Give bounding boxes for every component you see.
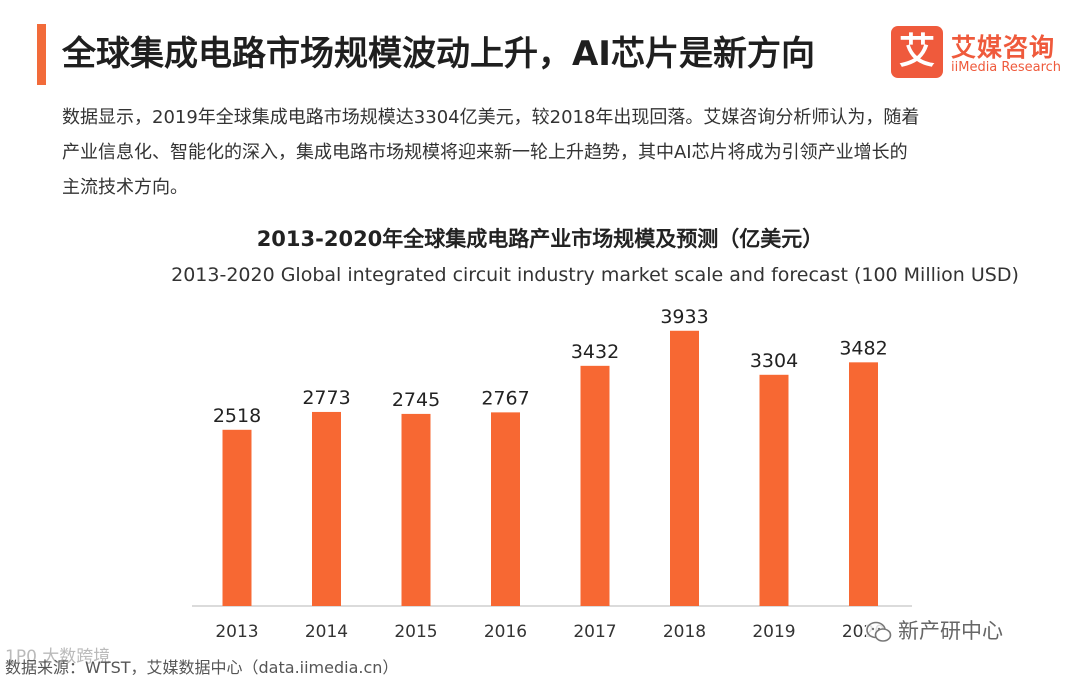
data-source: 数据来源：WTST，艾媒数据中心（data.iimedia.cn） [5,658,399,677]
data-label-2020: 3482 [839,337,887,359]
watermark-right-text: 新产研中心 [898,619,1003,643]
data-label-2013: 2518 [213,405,261,427]
bar-2016 [491,412,520,606]
x-tick-label-2015: 2015 [394,622,437,642]
page-title: 全球集成电路市场规模波动上升，AI芯片是新方向 [62,34,815,74]
wechat-icon [866,621,892,642]
x-tick-label-2019: 2019 [752,622,795,642]
data-label-2017: 3432 [571,341,619,363]
x-tick-label-2018: 2018 [663,622,706,642]
bar-2017 [580,365,610,606]
bar-2019 [759,374,789,606]
x-tick-label-2016: 2016 [484,622,527,642]
intro-line: 数据显示，2019年全球集成电路市场规模达3304亿美元，较2018年出现回落。… [62,107,920,128]
bar-2014 [312,411,341,606]
iimedia-logo: 艾 艾媒咨询 iiMedia Research [891,26,1066,82]
chart-subtitle: 2013-2020 Global integrated circuit indu… [171,264,1019,286]
intro-line: 主流技术方向。 [62,177,188,198]
watermark-left: 1P0 大数跨境 [5,647,111,667]
intro-paragraph: 数据显示，2019年全球集成电路市场规模达3304亿美元，较2018年出现回落。… [62,100,1042,205]
data-label-2018: 3933 [660,306,708,328]
data-label-2019: 3304 [750,350,798,372]
title-accent-bar [37,24,46,85]
intro-line: 产业信息化、智能化的深入，集成电路市场规模将迎来新一轮上升趋势，其中AI芯片将成… [62,142,908,163]
x-tick-label-2013: 2013 [215,622,258,642]
bar-2015 [401,413,431,606]
x-tick-label-2017: 2017 [573,622,616,642]
logo-mark: 艾 [891,26,943,78]
bar-2018 [670,330,699,606]
data-label-2016: 2767 [481,387,529,409]
data-label-2014: 2773 [302,387,350,409]
chart-title: 2013-2020年全球集成电路产业市场规模及预测（亿美元） [256,227,824,251]
watermark-right: 新产研中心 [866,616,1007,646]
logo-english-name: iiMedia Research [951,60,1062,75]
x-tick-label-2014: 2014 [305,622,348,642]
bar-2013 [222,429,252,606]
data-label-2015: 2745 [392,389,440,411]
logo-chinese-name: 艾媒咨询 [951,33,1056,62]
bar-2020 [849,362,878,606]
